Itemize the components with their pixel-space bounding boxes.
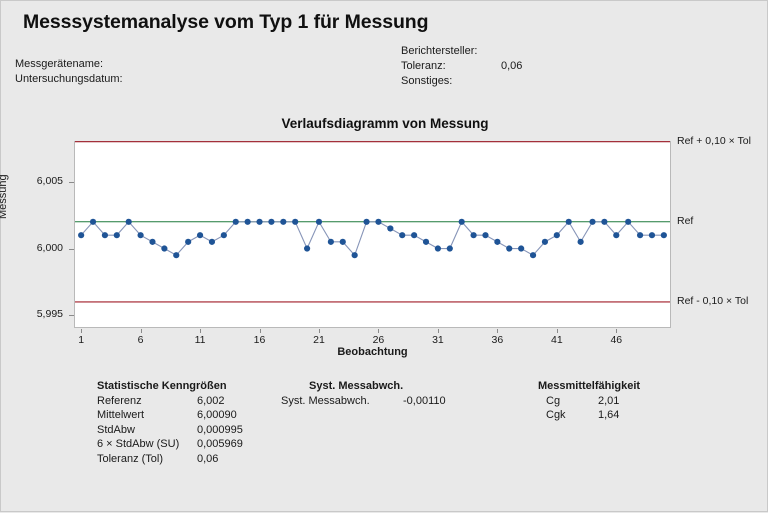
header-label: Messgerätename: <box>15 58 104 70</box>
x-axis-tick-mark <box>318 329 320 333</box>
reference-label-reference: Ref <box>677 214 694 227</box>
stats-row: Referenz 6,002 <box>97 394 243 409</box>
stats-label: Cgk <box>546 409 566 422</box>
stats-column-messabweichung: Syst. Messabwch. Syst. Messabwch. -0,0011… <box>281 379 446 408</box>
stats-row: Mittelwert 6,00090 <box>97 408 243 423</box>
x-axis-title: Beobachtung <box>337 346 408 358</box>
x-axis-tick-mark <box>200 329 202 333</box>
y-axis-tick-label: 6,000 <box>36 241 63 254</box>
x-axis-tick-mark <box>140 329 142 333</box>
x-axis-tick-label: 46 <box>610 334 623 346</box>
header-label: Toleranz: <box>401 60 446 72</box>
header-right-block: Berichtersteller: Toleranz: 0,06 Sonstig… <box>401 44 522 89</box>
stats-heading: Statistische Kenngrößen <box>97 380 227 392</box>
reference-label-lower_limit: Ref - 0,10 × Tol <box>677 294 749 307</box>
stats-column-kenngroessen: Statistische Kenngrößen Referenz 6,002 Mi… <box>97 379 243 467</box>
page-title: Messsystemanalyse vom Typ 1 für Messung <box>23 11 429 33</box>
header-field-messgeraetename: Messgerätename: <box>15 57 123 72</box>
stats-value: 1,64 <box>598 409 620 422</box>
stats-heading: Messmittelfähigkeit <box>538 380 641 392</box>
stats-value: 0,005969 <box>197 438 243 451</box>
x-axis-tick-mark <box>497 329 499 333</box>
stats-value: 0,06 <box>197 452 219 465</box>
x-axis-tick-mark <box>556 329 558 333</box>
header-label: Untersuchungsdatum: <box>15 73 123 85</box>
x-axis-tick-mark <box>378 329 380 333</box>
stats-value: -0,00110 <box>403 394 446 407</box>
stats-value: 6,002 <box>197 394 225 407</box>
plot-area <box>74 141 671 328</box>
y-axis-tick-label: 5,995 <box>36 308 63 321</box>
stats-label: Cg <box>546 394 561 407</box>
x-axis-tick-mark <box>81 329 83 333</box>
stats-label: Mittelwert <box>97 409 145 422</box>
stats-column-messmittelfaehigkeit: Messmittelfähigkeit Cg 2,01 Cgk 1,64 <box>538 379 640 423</box>
stats-heading: Syst. Messabwch. <box>309 380 404 392</box>
stats-label: StdAbw <box>97 423 135 436</box>
x-axis-tick-label: 1 <box>78 334 85 346</box>
header-label: Sonstiges: <box>401 75 453 87</box>
x-axis-tick-mark <box>437 329 439 333</box>
stats-value: 6,00090 <box>197 409 237 422</box>
chart-title: Verlaufsdiagramm von Messung <box>281 116 489 131</box>
x-axis-tick-label: 16 <box>253 334 266 346</box>
x-axis-tick-label: 11 <box>194 334 206 346</box>
stats-row: Syst. Messabwch. -0,00110 <box>281 394 446 409</box>
y-axis-tick-mark <box>69 315 74 317</box>
stats-label: Syst. Messabwch. <box>281 394 370 407</box>
stats-value: 0,000995 <box>197 423 243 436</box>
y-axis-tick-mark <box>69 181 74 183</box>
stats-value: 2,01 <box>598 394 620 407</box>
stats-label: Referenz <box>97 394 142 407</box>
x-axis-tick-label: 26 <box>372 334 385 346</box>
stats-label: 6 × StdAbw (SU) <box>97 438 180 451</box>
x-axis-tick-label: 31 <box>432 334 444 346</box>
header-label: Berichtersteller: <box>401 45 478 57</box>
header-left-block: Messgerätename: Untersuchungsdatum: <box>15 57 123 87</box>
reference-label-upper_limit: Ref + 0,10 × Tol <box>677 134 751 147</box>
header-value: 0,06 <box>501 60 523 72</box>
x-axis-tick-label: 21 <box>313 334 325 346</box>
x-axis-tick-label: 6 <box>137 334 144 346</box>
stats-row: StdAbw 0,000995 <box>97 423 243 438</box>
header-field-toleranz: Toleranz: 0,06 <box>401 59 522 74</box>
stats-row: Toleranz (Tol) 0,06 <box>97 452 243 467</box>
header-field-untersuchungsdatum: Untersuchungsdatum: <box>15 72 123 87</box>
x-axis-tick-mark <box>259 329 261 333</box>
stats-row: Cg 2,01 <box>546 394 640 409</box>
y-axis-tick-mark <box>69 248 74 250</box>
stats-label: Toleranz (Tol) <box>97 452 164 465</box>
stats-row: Cgk 1,64 <box>546 408 640 423</box>
y-axis-title: Messung <box>0 174 9 219</box>
y-axis-tick-label: 6,005 <box>36 174 63 187</box>
header-field-berichtersteller: Berichtersteller: <box>401 44 522 59</box>
x-axis-tick-mark <box>616 329 618 333</box>
stats-row: 6 × StdAbw (SU) 0,005969 <box>97 437 243 452</box>
x-axis-tick-label: 36 <box>491 334 504 346</box>
header-field-sonstiges: Sonstiges: <box>401 74 522 89</box>
x-axis-tick-label: 41 <box>550 334 563 346</box>
